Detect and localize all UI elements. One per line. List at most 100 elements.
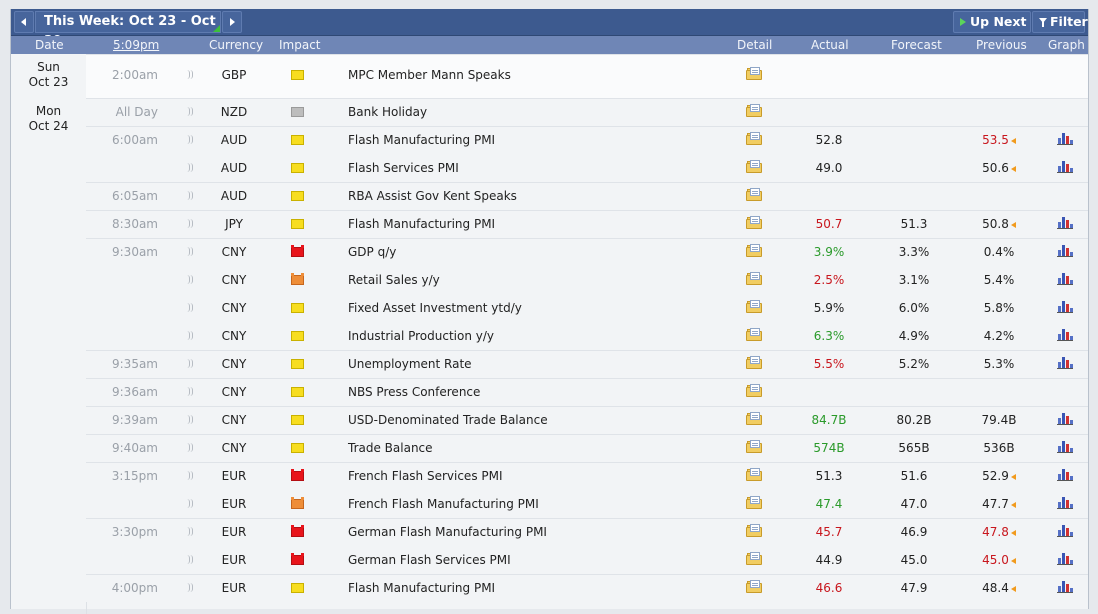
bar-chart-icon[interactable] (1057, 468, 1073, 481)
event-title[interactable]: Unemployment Rate (348, 357, 472, 371)
event-title[interactable]: Trade Balance (348, 441, 433, 455)
previous-week-button[interactable] (14, 11, 34, 33)
filter-button[interactable]: Filter (1032, 11, 1088, 33)
event-title[interactable]: Flash Services PMI (348, 161, 459, 175)
event-row[interactable]: 3:15pm EUR French Flash Services PMI 51.3 51… (11, 462, 1088, 490)
event-forecast: 47.9 (900, 581, 928, 595)
bar-chart-icon[interactable] (1057, 160, 1073, 173)
detail-folder-icon[interactable] (746, 384, 762, 397)
event-row[interactable]: EUR French Flash Manufacturing PMI 47.4 47.… (11, 490, 1088, 518)
week-title[interactable]: This Week: Oct 23 - Oct 29 (35, 11, 221, 49)
event-row[interactable]: 9:39am CNY USD-Denominated Trade Balance 84… (11, 406, 1088, 434)
bar-chart-icon[interactable] (1057, 496, 1073, 509)
sound-alert-icon[interactable] (187, 303, 195, 312)
bar-chart-icon[interactable] (1057, 440, 1073, 453)
detail-folder-icon[interactable] (746, 244, 762, 257)
detail-folder-icon[interactable] (746, 272, 762, 285)
event-row[interactable]: AUD Flash Services PMI 49.0 50.6 (11, 154, 1088, 182)
detail-folder-icon[interactable] (746, 524, 762, 537)
event-title[interactable]: MPC Member Mann Speaks (348, 68, 511, 82)
bar-chart-icon[interactable] (1057, 580, 1073, 593)
event-row[interactable]: 9:36am CNY NBS Press Conference (11, 378, 1088, 406)
bar-chart-icon[interactable] (1057, 412, 1073, 425)
bar-chart-icon[interactable] (1057, 328, 1073, 341)
event-title[interactable]: Bank Holiday (348, 105, 428, 119)
sound-alert-icon[interactable] (187, 415, 195, 424)
event-title[interactable]: NBS Press Conference (348, 385, 481, 399)
sound-alert-icon[interactable] (187, 191, 195, 200)
event-title[interactable]: Retail Sales y/y (348, 273, 440, 287)
event-title[interactable]: Flash Manufacturing PMI (348, 581, 496, 595)
sound-alert-icon[interactable] (187, 359, 195, 368)
sound-alert-icon[interactable] (187, 443, 195, 452)
sound-alert-icon[interactable] (187, 331, 195, 340)
bar-chart-icon[interactable] (1057, 356, 1073, 369)
detail-folder-icon[interactable] (746, 67, 762, 80)
event-title[interactable]: USD-Denominated Trade Balance (348, 413, 548, 427)
event-title[interactable]: French Flash Services PMI (348, 469, 503, 483)
detail-folder-icon[interactable] (746, 300, 762, 313)
bar-chart-icon[interactable] (1057, 244, 1073, 257)
sound-alert-icon[interactable] (187, 163, 195, 172)
event-row[interactable]: 6:05am AUD RBA Assist Gov Kent Speaks (11, 182, 1088, 210)
event-row[interactable]: All Day NZD Bank Holiday (11, 98, 1088, 126)
event-row[interactable]: 9:30am CNY GDP q/y 3.9% 3.3% 0.4% (11, 238, 1088, 266)
bar-chart-icon[interactable] (1057, 216, 1073, 229)
event-row[interactable]: 9:40am CNY Trade Balance 574B 565B 536B (11, 434, 1088, 462)
up-next-button[interactable]: Up Next (953, 11, 1031, 33)
sound-alert-icon[interactable] (187, 135, 195, 144)
detail-folder-icon[interactable] (746, 160, 762, 173)
bar-chart-icon[interactable] (1057, 524, 1073, 537)
sound-alert-icon[interactable] (187, 499, 195, 508)
detail-folder-icon[interactable] (746, 468, 762, 481)
sound-alert-icon[interactable] (187, 471, 195, 480)
event-row[interactable]: CNY Industrial Production y/y 6.3% 4.9% 4.2% (11, 322, 1088, 350)
event-row[interactable]: 2:00am GBP MPC Member Mann Speaks (11, 54, 1088, 98)
arrow-right-icon (230, 18, 235, 26)
event-row[interactable]: 8:30am JPY Flash Manufacturing PMI 50.7 51.3… (11, 210, 1088, 238)
event-title[interactable]: Industrial Production y/y (348, 329, 494, 343)
sound-alert-icon[interactable] (187, 107, 195, 116)
event-title[interactable]: French Flash Manufacturing PMI (348, 497, 539, 511)
bar-chart-icon[interactable] (1057, 300, 1073, 313)
bar-chart-icon[interactable] (1057, 272, 1073, 285)
event-title[interactable]: Flash Manufacturing PMI (348, 217, 496, 231)
detail-folder-icon[interactable] (746, 216, 762, 229)
detail-folder-icon[interactable] (746, 356, 762, 369)
detail-folder-icon[interactable] (746, 328, 762, 341)
filter-icon-stem (1042, 22, 1044, 27)
sound-alert-icon[interactable] (187, 583, 195, 592)
sound-alert-icon[interactable] (187, 387, 195, 396)
detail-folder-icon[interactable] (746, 188, 762, 201)
event-title[interactable]: Fixed Asset Investment ytd/y (348, 301, 522, 315)
detail-folder-icon[interactable] (746, 496, 762, 509)
event-row[interactable]: 3:30pm EUR German Flash Manufacturing PMI 4… (11, 518, 1088, 546)
bar-chart-icon[interactable] (1057, 132, 1073, 145)
sound-alert-icon[interactable] (187, 527, 195, 536)
event-row[interactable]: CNY Fixed Asset Investment ytd/y 5.9% 6.0% 5… (11, 294, 1088, 322)
sound-alert-icon[interactable] (187, 247, 195, 256)
detail-folder-icon[interactable] (746, 104, 762, 117)
event-row[interactable]: 6:00am AUD Flash Manufacturing PMI 52.8 53.5 (11, 126, 1088, 154)
sound-alert-icon[interactable] (187, 219, 195, 228)
sound-alert-icon[interactable] (187, 275, 195, 284)
event-title[interactable]: RBA Assist Gov Kent Speaks (348, 189, 517, 203)
event-row[interactable]: EUR German Flash Services PMI 44.9 45.0 45.0 (11, 546, 1088, 574)
event-row[interactable]: 4:00pm EUR Flash Manufacturing PMI 46.6 47.9… (11, 574, 1088, 602)
detail-folder-icon[interactable] (746, 132, 762, 145)
next-week-button[interactable] (222, 11, 242, 33)
event-title[interactable]: GDP q/y (348, 245, 397, 259)
sound-alert-icon[interactable] (187, 70, 195, 79)
detail-folder-icon[interactable] (746, 580, 762, 593)
detail-folder-icon[interactable] (746, 552, 762, 565)
header-time[interactable]: 5:09pm (113, 38, 160, 52)
event-title[interactable]: German Flash Services PMI (348, 553, 511, 567)
sound-alert-icon[interactable] (187, 555, 195, 564)
detail-folder-icon[interactable] (746, 440, 762, 453)
event-row[interactable]: 9:35am CNY Unemployment Rate 5.5% 5.2% 5.3% (11, 350, 1088, 378)
event-row[interactable]: CNY Retail Sales y/y 2.5% 3.1% 5.4% (11, 266, 1088, 294)
bar-chart-icon[interactable] (1057, 552, 1073, 565)
event-title[interactable]: Flash Manufacturing PMI (348, 133, 496, 147)
detail-folder-icon[interactable] (746, 412, 762, 425)
event-title[interactable]: German Flash Manufacturing PMI (348, 525, 547, 539)
